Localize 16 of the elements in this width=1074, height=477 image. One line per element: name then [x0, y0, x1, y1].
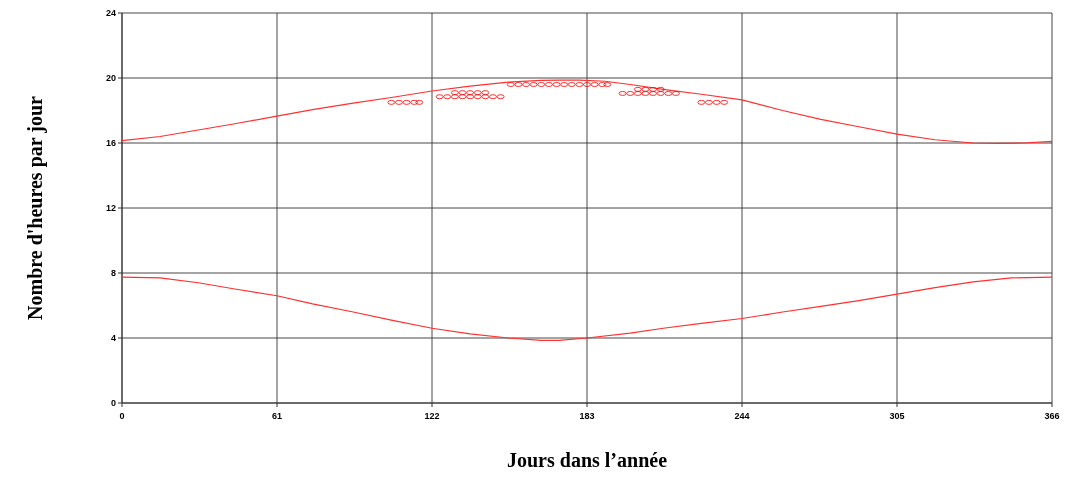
y-tick-label: 20: [105, 73, 116, 83]
x-tick-label: 122: [424, 411, 440, 421]
y-axis-title: Nombre d'heures par jour: [24, 95, 47, 320]
y-tick-label: 4: [110, 333, 116, 343]
x-tick-label: 183: [579, 411, 595, 421]
x-tick-label: 366: [1044, 411, 1060, 421]
x-tick-label: 244: [734, 411, 750, 421]
x-tick-label: 61: [271, 411, 283, 421]
y-tick-label: 0: [110, 398, 116, 408]
x-tick-label: 305: [889, 411, 905, 421]
y-tick-label: 12: [105, 203, 116, 213]
x-tick-label: 0: [119, 411, 125, 421]
y-tick-label: 24: [105, 8, 116, 18]
y-tick-label: 16: [105, 138, 116, 148]
y-tick-label: 8: [110, 268, 116, 278]
x-axis-title: Jours dans l’année: [506, 449, 668, 471]
